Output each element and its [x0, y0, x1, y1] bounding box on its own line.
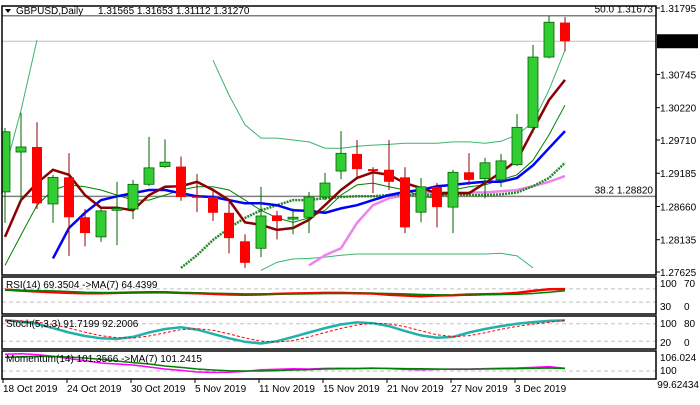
stoch-panel[interactable]: Stoch(5,3,3) 91.7199 92.2006 100 80 20 0	[1, 315, 696, 350]
bullish-candle	[543, 21, 555, 58]
lower-band-line	[260, 252, 534, 271]
bullish-candle	[143, 167, 155, 185]
indicator-tick-label: 70	[684, 279, 696, 290]
chart-header: GBPUSD,Daily 1.31565 1.31653 1.31112 1.3…	[5, 6, 250, 17]
fibonacci-level-label: 38.2 1.28820	[595, 185, 654, 196]
current-price-badge	[657, 34, 698, 49]
bearish-candle	[432, 186, 442, 208]
bearish-candle	[80, 217, 90, 234]
indicator-tick-label: 20	[660, 338, 672, 349]
rsi-panel[interactable]: RSI(14) 69.3504 ->MA(7) 64.4399 100 70 30 0	[1, 276, 696, 315]
bearish-candle	[368, 169, 378, 172]
panel-border	[1, 315, 657, 350]
indicator-title: Stoch(5,3,3) 91.7199 92.2006	[6, 319, 139, 330]
indicator-title: RSI(14) 69.3504 ->MA(7) 64.4399	[6, 280, 158, 291]
bullish-candle	[47, 176, 59, 205]
bearish-candle	[240, 241, 250, 263]
panel-border	[1, 350, 657, 380]
ma-fast-line	[3, 79, 566, 238]
upper-band-line	[4, 39, 566, 170]
bullish-candle	[303, 196, 315, 218]
date-tick-label: 21 Nov 2019	[387, 384, 444, 395]
price-panel[interactable]: 50.0 1.31673 38.2 1.28820 1.31795 1.30745 1.…	[0, 4, 698, 279]
indicator-tick-label: 0	[684, 338, 690, 349]
indicator-tick-label: 100	[660, 366, 677, 377]
panel-border	[1, 276, 657, 315]
price-tick-label: 1.30220	[660, 104, 697, 115]
date-tick-label: 30 Oct 2019	[131, 384, 186, 395]
dropdown-triangle-icon[interactable]	[5, 9, 11, 13]
price-tick-label: 1.27625	[660, 268, 697, 279]
bullish-candle	[159, 161, 171, 167]
bullish-candle	[511, 126, 523, 166]
indicator-tick-label: 100	[660, 319, 677, 330]
bullish-candle	[415, 186, 427, 213]
bearish-candle	[560, 22, 570, 42]
bearish-candle	[32, 146, 42, 204]
indicator-title: Momentum(14) 101.3566 ->MA(7) 101.2415	[6, 354, 202, 365]
bearish-candle	[400, 177, 410, 228]
bearish-candle	[208, 196, 218, 213]
bullish-candle	[255, 215, 267, 249]
price-tick-label: 1.31795	[660, 4, 697, 15]
bullish-candle	[527, 56, 539, 128]
date-tick-label: 18 Oct 2019	[3, 384, 58, 395]
bullish-candle	[2, 131, 11, 193]
date-axis: 18 Oct 2019 24 Oct 2019 30 Oct 2019 5 Nov 2…	[2, 379, 567, 395]
bearish-candle	[384, 169, 394, 182]
bullish-candle	[15, 146, 27, 153]
bullish-candle	[495, 160, 507, 181]
ma-thin-line	[4, 104, 566, 266]
ma-slow-line	[180, 161, 566, 269]
price-plot-area	[2, 14, 656, 271]
date-tick-label: 15 Nov 2019	[323, 384, 380, 395]
date-tick-label: 27 Nov 2019	[451, 384, 508, 395]
price-tick-label: 1.28135	[660, 236, 697, 247]
indicator-line-0	[4, 319, 566, 345]
indicator-tick-label: 99.62434	[657, 380, 699, 391]
indicator-tick-label: 100	[660, 279, 677, 290]
symbol-label: GBPUSD,Daily	[16, 6, 83, 17]
bearish-candle	[192, 196, 202, 198]
indicator-line-1	[5, 289, 566, 296]
bullish-candle	[95, 210, 107, 238]
price-tick-label: 1.28660	[660, 202, 697, 213]
price-tick-label: 1.29710	[660, 136, 697, 147]
price-tick-label: 1.29185	[660, 169, 697, 180]
bearish-candle	[176, 166, 186, 197]
bearish-candle	[224, 212, 234, 239]
bullish-candle	[111, 207, 123, 211]
bullish-candle	[335, 152, 347, 172]
date-tick-label: 11 Nov 2019	[259, 384, 315, 395]
bearish-candle	[464, 172, 474, 180]
bullish-candle	[479, 162, 491, 180]
bullish-candle	[287, 216, 299, 220]
bearish-candle	[64, 177, 74, 218]
ohlc-readout: 1.31565 1.31653 1.31112 1.31270	[98, 6, 250, 17]
indicator-tick-label: 106.024	[660, 353, 697, 364]
date-tick-label: 5 Nov 2019	[195, 384, 247, 395]
date-tick-label: 3 Dec 2019	[515, 384, 567, 395]
bullish-candle	[127, 183, 139, 210]
price-tick-label: 1.30745	[660, 70, 697, 81]
momentum-panel[interactable]: Momentum(14) 101.3566 ->MA(7) 101.2415 10…	[1, 350, 699, 391]
bearish-candle	[352, 153, 362, 170]
current-price-label: 1.31270	[660, 37, 697, 48]
indicator-tick-label: 30	[660, 302, 672, 313]
bullish-candle	[319, 182, 331, 198]
indicator-line-1	[4, 355, 566, 372]
bullish-candle	[447, 171, 459, 208]
fibonacci-level-label: 50.0 1.31673	[595, 5, 654, 16]
bearish-candle	[272, 215, 282, 222]
date-tick-label: 24 Oct 2019	[67, 384, 122, 395]
indicator-tick-label: 80	[684, 319, 696, 330]
indicator-tick-label: 0	[684, 302, 690, 313]
